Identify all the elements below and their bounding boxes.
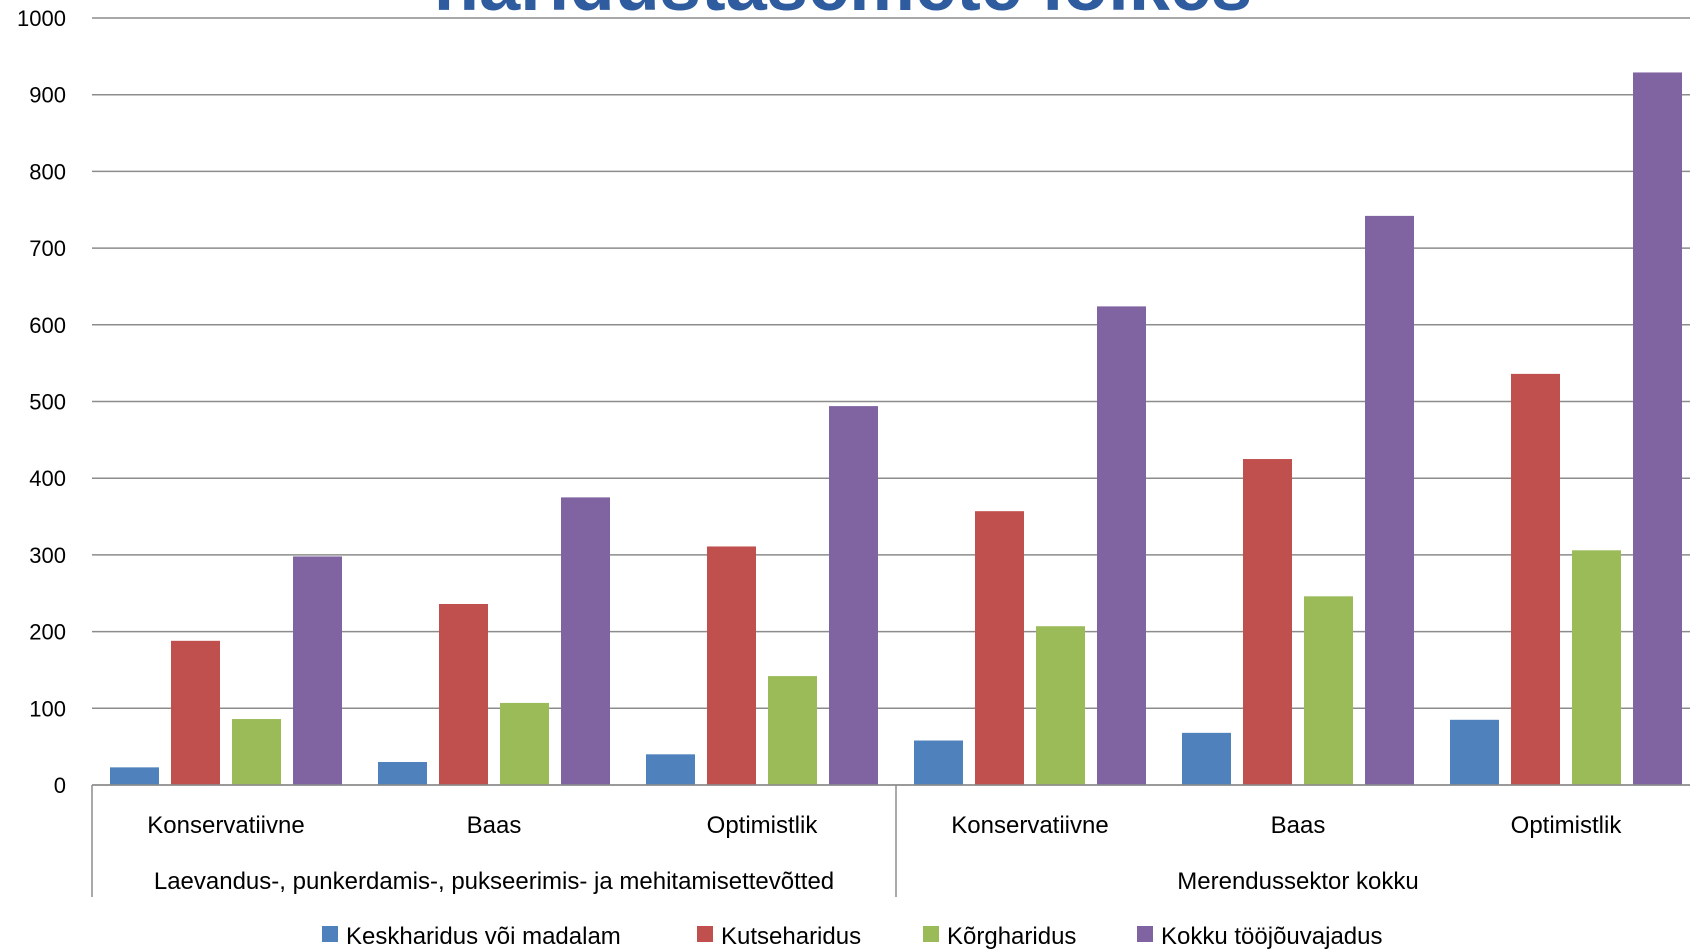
bar bbox=[1036, 626, 1085, 785]
bar bbox=[439, 603, 488, 785]
bar bbox=[232, 719, 281, 785]
bar bbox=[171, 640, 220, 785]
legend-swatch bbox=[1137, 926, 1153, 942]
bar bbox=[1182, 732, 1231, 785]
legend-label: Kokku tööjõuvajadus bbox=[1161, 923, 1382, 950]
bar bbox=[1633, 72, 1682, 785]
legend-swatch bbox=[697, 926, 713, 942]
category-label: Konservatiivne bbox=[147, 812, 304, 839]
group-label: Laevandus-, punkerdamis-, pukseerimis- j… bbox=[154, 868, 834, 895]
bar bbox=[1243, 459, 1292, 785]
bar bbox=[829, 406, 878, 785]
bar bbox=[1304, 596, 1353, 785]
legend-label: Keskharidus või madalam bbox=[346, 923, 621, 950]
legend: Keskharidus või madalam Kutseharidus Kõrgh… bbox=[322, 923, 1382, 950]
bar bbox=[768, 676, 817, 785]
bar bbox=[1097, 306, 1146, 785]
y-tick-label: 500 bbox=[29, 390, 66, 415]
y-tick-label: 200 bbox=[29, 620, 66, 645]
bar bbox=[1365, 215, 1414, 786]
category-label: Optimistlik bbox=[1511, 812, 1623, 839]
y-tick-label: 0 bbox=[54, 773, 66, 798]
gridlines bbox=[92, 17, 1690, 786]
category-label: Baas bbox=[467, 812, 522, 839]
bar bbox=[914, 740, 963, 785]
category-label: Optimistlik bbox=[707, 812, 819, 839]
y-tick-label: 300 bbox=[29, 543, 66, 568]
legend-label: Kutseharidus bbox=[721, 923, 861, 950]
category-label: Konservatiivne bbox=[951, 812, 1108, 839]
y-tick-label: 600 bbox=[29, 313, 66, 338]
bar bbox=[1450, 719, 1499, 785]
bar bbox=[110, 767, 159, 785]
bar bbox=[500, 702, 549, 785]
category-label: Baas bbox=[1271, 812, 1326, 839]
y-axis-ticks: 0 100 200 300 400 500 600 700 800 900 1000 bbox=[17, 6, 66, 798]
group-label: Merendussektor kokku bbox=[1177, 868, 1418, 895]
legend-swatch bbox=[923, 926, 939, 942]
bar bbox=[646, 754, 695, 785]
legend-label: Kõrgharidus bbox=[947, 923, 1076, 950]
y-tick-label: 100 bbox=[29, 696, 66, 721]
bar bbox=[707, 546, 756, 785]
bar bbox=[1572, 550, 1621, 785]
bar bbox=[293, 556, 342, 785]
y-tick-label: 400 bbox=[29, 466, 66, 491]
x-axis: Konservatiivne Baas Optimistlik Laevandus-,… bbox=[91, 784, 1690, 897]
bar bbox=[378, 761, 427, 785]
y-tick-label: 1000 bbox=[17, 6, 66, 31]
bar bbox=[561, 497, 610, 785]
bar bbox=[1511, 373, 1560, 785]
y-tick-label: 800 bbox=[29, 159, 66, 184]
chart-title: haridustasemete lõikes bbox=[434, 0, 1252, 26]
bars bbox=[110, 72, 1682, 786]
legend-swatch bbox=[322, 926, 338, 942]
bar bbox=[975, 511, 1024, 785]
y-tick-label: 900 bbox=[29, 83, 66, 108]
y-tick-label: 700 bbox=[29, 236, 66, 261]
